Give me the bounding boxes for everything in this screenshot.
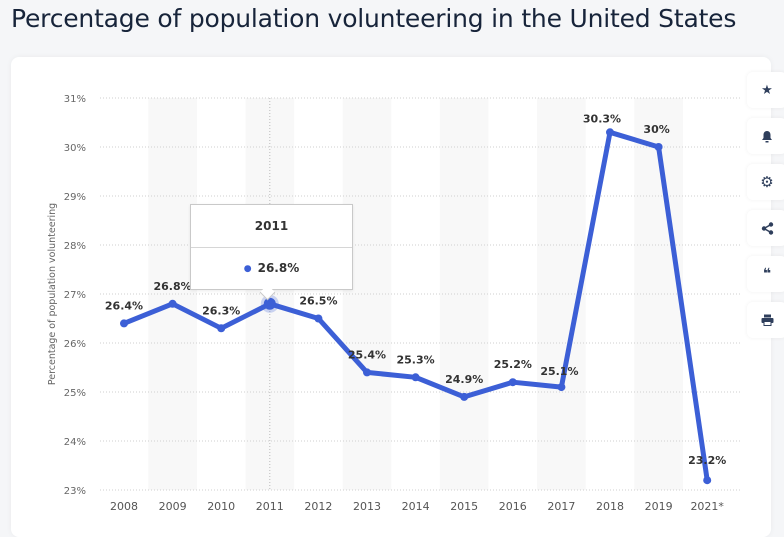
y-tick-label: 27%	[64, 290, 86, 301]
print-icon	[761, 314, 773, 326]
x-tick-label: 2018	[596, 500, 624, 513]
data-points	[120, 128, 712, 485]
data-point	[363, 368, 371, 377]
data-label: 25.2%	[494, 358, 532, 371]
settings-button[interactable]: ⚙	[747, 164, 784, 200]
y-tick-label: 24%	[64, 437, 86, 448]
data-point	[411, 373, 420, 382]
tooltip: 2011 ● 26.8%	[190, 204, 353, 290]
data-point-highlighted	[263, 297, 276, 310]
x-tick-label: 2019	[645, 500, 673, 513]
share-button[interactable]	[747, 210, 784, 246]
data-point	[460, 392, 469, 401]
tooltip-value: 26.8%	[257, 261, 300, 275]
y-tick-label: 31%	[64, 94, 86, 105]
data-point	[217, 324, 226, 333]
data-label: 25.4%	[348, 348, 386, 361]
data-label: 26.5%	[299, 295, 337, 308]
x-tick-label: 2012	[304, 500, 332, 513]
x-tick-label: 2009	[159, 500, 187, 513]
data-label: 25.3%	[397, 353, 435, 366]
favorite-button[interactable]: ★	[747, 72, 784, 108]
data-point	[120, 319, 128, 328]
data-label: 30%	[643, 123, 669, 136]
x-tick-label: 2008	[110, 500, 138, 513]
x-tick-label: 2016	[499, 500, 527, 513]
x-tick-label: 2014	[402, 500, 430, 513]
page-title: Percentage of population volunteering in…	[11, 4, 737, 33]
data-label: 26.3%	[202, 304, 240, 317]
data-label: 26.4%	[105, 299, 143, 312]
cite-button[interactable]: ❝	[747, 256, 784, 292]
print-button[interactable]	[747, 302, 784, 338]
grid-lines	[100, 97, 742, 491]
x-tick-label: 2013	[353, 500, 381, 513]
data-labels: 26.4% 26.8% 26.3% 26.5% 25.4% 25.3% 24.9% 25.2%…	[105, 112, 726, 467]
data-point	[314, 314, 323, 323]
x-tick-label: 2010	[207, 500, 235, 513]
data-point	[703, 476, 712, 485]
y-tick-label: 25%	[64, 388, 86, 399]
x-tick-label: 2011	[256, 500, 284, 513]
data-point	[654, 143, 663, 151]
tooltip-category: 2011	[191, 205, 352, 248]
data-label: 24.9%	[445, 373, 483, 386]
series-dot-icon: ●	[243, 263, 252, 274]
x-tick-label: 2015	[450, 500, 478, 513]
y-axis-label: Percentage of population volunteering	[47, 203, 58, 385]
y-tick-label: 23%	[64, 486, 86, 497]
gear-icon: ⚙	[760, 173, 774, 191]
y-tick-label: 26%	[64, 339, 86, 350]
y-tick-label: 28%	[64, 241, 86, 252]
star-icon: ★	[761, 82, 773, 98]
x-tick-label: 2017	[547, 500, 575, 513]
quote-icon: ❝	[762, 266, 772, 282]
data-label: 26.8%	[154, 280, 192, 293]
data-point	[508, 378, 517, 387]
data-point	[557, 383, 566, 392]
notification-button[interactable]	[747, 118, 784, 154]
data-point	[606, 128, 614, 137]
x-tick-label: 2021*	[690, 500, 724, 513]
tooltip-value-row: ● 26.8%	[191, 248, 352, 288]
x-axis-ticks: 2008 2009 2010 2011 2012 2013 2014 2015 2016 2017…	[110, 500, 724, 513]
y-tick-label: 29%	[64, 192, 86, 203]
bell-icon	[762, 130, 772, 142]
data-label: 30.3%	[583, 112, 621, 125]
share-icon	[761, 221, 773, 235]
data-label: 23.2%	[688, 454, 726, 467]
y-tick-label: 30%	[64, 143, 86, 154]
data-label: 25.1%	[540, 365, 578, 378]
line-chart: 23% 24% 25% 26% 27% 28% 29% 30% 31% 2008 2009 2010…	[47, 94, 742, 513]
data-point	[168, 299, 177, 308]
y-axis-ticks: 23% 24% 25% 26% 27% 28% 29% 30% 31%	[64, 94, 86, 497]
